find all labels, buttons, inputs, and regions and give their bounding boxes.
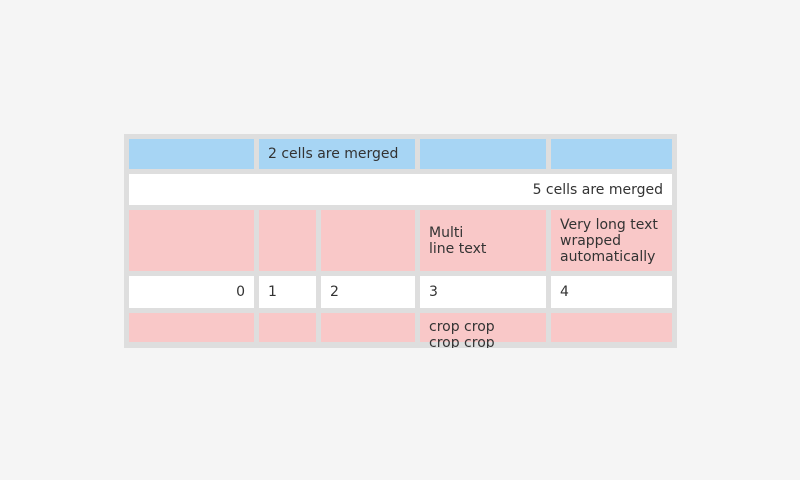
cell-value-1[interactable]: 1	[259, 276, 316, 308]
cell-wrapped-text[interactable]: Very long text wrapped automatically	[551, 210, 672, 271]
cell-value-4[interactable]: 4	[551, 276, 672, 308]
cell-label: 1	[268, 284, 277, 300]
cell-label: 4	[560, 284, 569, 300]
cell-r5c1-empty[interactable]	[129, 313, 254, 348]
cell-r3c1-empty[interactable]	[129, 210, 254, 271]
cell-label: 2 cells are merged	[268, 146, 399, 162]
cell-value-2[interactable]: 2	[321, 276, 415, 308]
cell-label: Multi line text	[429, 224, 487, 257]
cell-cropped-text[interactable]: crop crop crop crop	[420, 313, 546, 348]
demo-table[interactable]: 2 cells are merged 5 cells are merged Mu…	[124, 134, 677, 348]
cell-label: 5 cells are merged	[532, 181, 663, 198]
cell-r3c2-empty[interactable]	[259, 210, 316, 271]
cell-label: 2	[330, 284, 339, 300]
cell-r5c3-empty[interactable]	[321, 313, 415, 348]
cell-value-3[interactable]: 3	[420, 276, 546, 308]
cell-r1c4-empty[interactable]	[420, 139, 546, 169]
cell-merged-5[interactable]: 5 cells are merged	[129, 174, 672, 205]
cell-value-0[interactable]: 0	[129, 276, 254, 308]
cell-merged-2[interactable]: 2 cells are merged	[259, 139, 415, 169]
cell-label: Very long text wrapped automatically	[560, 216, 658, 265]
cell-r1c1-empty[interactable]	[129, 139, 254, 169]
cell-label: 3	[429, 284, 438, 300]
cell-label: crop crop crop crop	[429, 319, 495, 348]
cell-multiline[interactable]: Multi line text	[420, 210, 546, 271]
cell-label: 0	[236, 284, 245, 300]
cell-r5c2-empty[interactable]	[259, 313, 316, 348]
cell-r3c3-empty[interactable]	[321, 210, 415, 271]
cell-r5c5-empty[interactable]	[551, 313, 672, 348]
cell-r1c5-empty[interactable]	[551, 139, 672, 169]
